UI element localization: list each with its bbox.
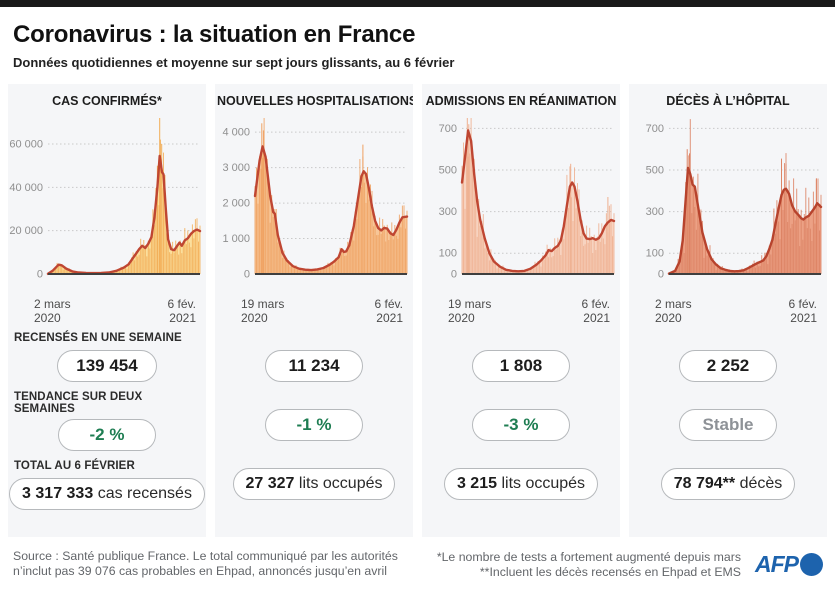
panel-cas-confirmes: CAS CONFIRMÉS* 0 20 000 40 000 60 000 2 mar…: [8, 84, 206, 537]
x-axis-end-label: 6 fév. 2021: [581, 297, 610, 325]
week-value-pill: 11 234: [265, 350, 363, 382]
panel-nouvelles-hospitalisations: NOUVELLES HOSPITALISATIONS 0 1 000 2 000 3 …: [215, 84, 413, 537]
week-stat-label-spacer: [422, 332, 620, 346]
footer: Source : Santé publique France. Le total…: [0, 537, 835, 580]
total-stat-label-spacer: [215, 450, 413, 464]
svg-text:1 000: 1 000: [222, 233, 250, 245]
trend-value-row: -2 %: [8, 419, 206, 455]
svg-text:100: 100: [439, 248, 457, 260]
x-axis-labels: 2 mars 2020 6 fév. 2021: [629, 296, 827, 329]
x-axis-start-label: 19 mars 2020: [448, 297, 492, 325]
x-axis-labels: 19 mars 2020 6 fév. 2021: [422, 296, 620, 329]
x-axis-start-label: 2 mars 2020: [655, 297, 692, 325]
x-axis-labels: 19 mars 2020 6 fév. 2021: [215, 296, 413, 329]
trend-value-row: Stable: [629, 409, 827, 445]
total-stat-label-spacer: [422, 450, 620, 464]
week-value-pill: 139 454: [57, 350, 157, 382]
chart-reanimation: 0 100 300 500 700: [439, 118, 616, 281]
trend-value-row: -3 %: [422, 409, 620, 445]
trend-value-pill: Stable: [679, 409, 777, 441]
week-stat-label: RECENSÉS EN UNE SEMAINE: [14, 332, 182, 344]
svg-text:40 000: 40 000: [9, 182, 43, 194]
week-value-pill: 1 808: [472, 350, 570, 382]
week-value-row: 2 252: [629, 350, 827, 386]
afp-logo-circle-icon: [800, 553, 823, 576]
week-value-row: 11 234: [215, 350, 413, 386]
page-subtitle: Données quotidiennes et moyenne sur sept…: [13, 55, 455, 70]
svg-text:300: 300: [439, 206, 457, 218]
trend-stat-label-spacer: [422, 391, 620, 405]
svg-text:3 000: 3 000: [222, 162, 250, 174]
page-title: Coronavirus : la situation en France: [13, 21, 416, 48]
x-axis-labels: 2 mars 2020 6 fév. 2021: [8, 296, 206, 329]
trend-value-pill: -2 %: [58, 419, 156, 451]
trend-stat-label-spacer: [629, 391, 827, 405]
svg-text:60 000: 60 000: [9, 139, 43, 151]
x-axis-end-label: 6 fév. 2021: [788, 297, 817, 325]
svg-text:300: 300: [646, 206, 664, 218]
trend-stat-label: TENDANCE SUR DEUX SEMAINES: [14, 391, 143, 415]
svg-text:2 000: 2 000: [222, 198, 250, 210]
svg-text:0: 0: [244, 269, 250, 281]
chart-cas-confirmes: 0 20 000 40 000 60 000: [9, 118, 202, 281]
trend-value-pill: -3 %: [472, 409, 570, 441]
chart-title-hospitalisations: NOUVELLES HOSPITALISATIONS: [217, 94, 413, 108]
svg-text:0: 0: [658, 269, 664, 281]
total-stat-label-spacer: [629, 450, 827, 464]
svg-text:20 000: 20 000: [9, 225, 43, 237]
chart-title-reanimation: ADMISSIONS EN RÉANIMATION: [425, 94, 617, 108]
total-value-pill: 3 317 333 cas recensés: [9, 478, 205, 510]
svg-text:500: 500: [646, 165, 664, 177]
x-axis-start-label: 19 mars 2020: [241, 297, 285, 325]
x-axis-start-label: 2 mars 2020: [34, 297, 71, 325]
chart-title-deces: DÉCÈS À L’HÔPITAL: [666, 94, 790, 108]
total-value-row: 3 215 lits occupés: [422, 468, 620, 504]
svg-text:0: 0: [37, 269, 43, 281]
trend-value-pill: -1 %: [265, 409, 363, 441]
week-value-row: 139 454: [8, 350, 206, 386]
total-value-pill: 27 327 lits occupés: [232, 468, 396, 500]
header: Coronavirus : la situation en France Don…: [0, 7, 835, 76]
svg-text:700: 700: [439, 123, 457, 135]
afp-logo-text: AFP: [755, 551, 799, 577]
week-value-pill: 2 252: [679, 350, 777, 382]
total-value-row: 3 317 333 cas recensés: [8, 478, 206, 514]
week-stat-label-spacer: [215, 332, 413, 346]
chart-title-cas-confirmes: CAS CONFIRMÉS*: [52, 94, 162, 108]
week-stat-label-spacer: [629, 332, 827, 346]
total-value-row: 27 327 lits occupés: [215, 468, 413, 504]
svg-text:4 000: 4 000: [222, 127, 250, 139]
chart-deces: 0 100 300 500 700: [646, 119, 823, 281]
svg-text:700: 700: [646, 123, 664, 135]
footnotes: *Le nombre de tests a fortement augmenté…: [436, 550, 741, 579]
afp-logo: AFP: [755, 551, 823, 578]
panel-admissions-reanimation: ADMISSIONS EN RÉANIMATION 0 100 300 500 700 …: [422, 84, 620, 537]
total-stat-label: TOTAL AU 6 FÉVRIER: [14, 460, 135, 472]
panel-deces-hopital: DÉCÈS À L’HÔPITAL 0 100 300 500 700 2 mars 20…: [629, 84, 827, 537]
total-value-row: 78 794** décès: [629, 468, 827, 504]
x-axis-end-label: 6 fév. 2021: [374, 297, 403, 325]
chart-hospitalisations: 0 1 000 2 000 3 000 4 000: [222, 118, 409, 281]
total-value-pill: 78 794** décès: [660, 468, 796, 500]
x-axis-end-label: 6 fév. 2021: [167, 297, 196, 325]
svg-text:100: 100: [646, 248, 664, 260]
source-note: Source : Santé publique France. Le total…: [13, 549, 398, 578]
svg-text:0: 0: [451, 269, 457, 281]
top-bar: [0, 0, 835, 7]
week-value-row: 1 808: [422, 350, 620, 386]
chart-columns: CAS CONFIRMÉS* 0 20 000 40 000 60 000 2 mar…: [0, 84, 835, 537]
trend-stat-label-spacer: [215, 391, 413, 405]
svg-text:500: 500: [439, 165, 457, 177]
total-value-pill: 3 215 lits occupés: [443, 468, 599, 500]
trend-value-row: -1 %: [215, 409, 413, 445]
